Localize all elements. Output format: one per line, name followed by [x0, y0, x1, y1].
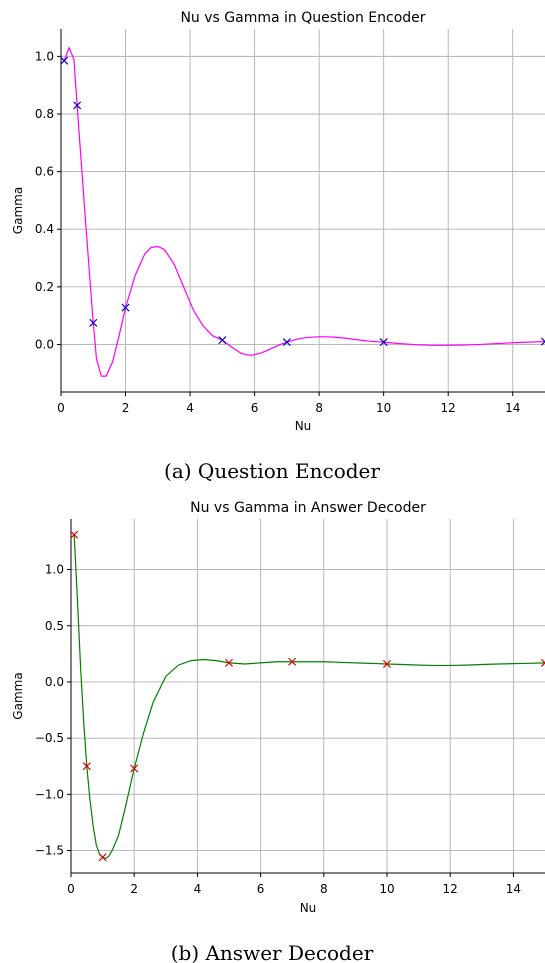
data-point-stroke — [382, 659, 392, 668]
data-point-stroke — [130, 764, 139, 773]
data-point-marker — [73, 101, 82, 110]
x-tick-label: 4 — [186, 401, 194, 415]
y-tick-label: 0.2 — [35, 280, 54, 294]
data-point-marker — [382, 659, 392, 668]
y-axis-label: Gamma — [11, 672, 25, 719]
data-point-stroke — [540, 337, 545, 343]
x-axis-label: Nu — [295, 419, 312, 433]
chart-answer-decoder: 0 2 4 6 8 10 12 14 −1.5 −1.0 −0.5 0.0 0.5 1.0 Nu vs Ga… — [11, 500, 545, 963]
chart-title: Nu vs Gamma in Answer Decoder — [190, 500, 426, 516]
x-tick-label: 14 — [505, 401, 520, 415]
data-point-marker — [224, 658, 234, 667]
series-line — [73, 534, 545, 860]
data-point-stroke — [540, 658, 545, 664]
chart-title: Nu vs Gamma in Question Encoder — [180, 10, 425, 26]
y-tick-label: 0.8 — [35, 107, 54, 121]
x-tick-label: 14 — [506, 882, 521, 896]
data-point-stroke — [224, 658, 234, 667]
y-tick-label: −1.0 — [35, 787, 64, 801]
data-point-stroke — [540, 661, 545, 667]
data-point-stroke — [379, 338, 388, 347]
data-point-marker — [130, 764, 139, 773]
x-tick-label: 0 — [57, 401, 65, 415]
data-point-stroke — [82, 762, 91, 771]
data-point-marker — [218, 336, 227, 345]
data-point-marker — [70, 530, 79, 539]
data-point-marker — [540, 337, 545, 346]
x-tick-label: 4 — [194, 882, 202, 896]
x-tick-label: 2 — [122, 401, 130, 415]
x-tick-label: 8 — [320, 882, 328, 896]
y-tick-label: 0.6 — [35, 165, 54, 179]
data-point-stroke — [73, 101, 82, 110]
x-tick-label: 12 — [443, 882, 458, 896]
data-point-marker — [89, 318, 98, 327]
figure-caption: (a) Question Encoder — [164, 459, 380, 483]
data-point-stroke — [70, 530, 79, 539]
data-point-stroke — [60, 56, 69, 65]
data-point-marker — [98, 853, 107, 862]
figure-caption: (b) Answer Decoder — [171, 941, 374, 963]
x-axis-label: Nu — [300, 901, 317, 915]
y-tick-label: −0.5 — [35, 731, 64, 745]
data-point-marker — [121, 303, 130, 312]
chart-question-encoder: 0 2 4 6 8 10 12 14 0.0 0.2 0.4 0.6 0.8 1.0 Nu vs Gamma… — [11, 10, 545, 483]
x-tick-label: 2 — [130, 882, 138, 896]
x-tick-label: 6 — [257, 882, 265, 896]
data-point-stroke — [98, 853, 107, 862]
data-point-marker — [282, 338, 291, 347]
data-point-stroke — [540, 340, 545, 346]
y-tick-label: −1.5 — [35, 844, 64, 858]
x-tick-label: 10 — [376, 401, 391, 415]
y-tick-label: 0.4 — [35, 222, 54, 236]
data-point-marker — [82, 762, 91, 771]
x-tick-label: 6 — [251, 401, 259, 415]
data-point-stroke — [282, 338, 291, 347]
data-point-stroke — [89, 318, 98, 327]
data-point-stroke — [121, 303, 130, 312]
data-point-marker — [379, 338, 388, 347]
data-point-stroke — [218, 336, 227, 345]
y-axis-label: Gamma — [11, 187, 25, 234]
y-tick-label: 0.0 — [35, 337, 54, 351]
x-tick-label: 8 — [315, 401, 323, 415]
data-point-marker — [288, 657, 297, 666]
y-tick-label: 0.0 — [45, 675, 64, 689]
x-tick-label: 10 — [379, 882, 394, 896]
x-tick-label: 12 — [441, 401, 456, 415]
y-tick-label: 0.5 — [45, 619, 64, 633]
y-tick-label: 1.0 — [35, 49, 54, 63]
x-tick-label: 0 — [67, 882, 75, 896]
data-point-marker — [60, 56, 69, 65]
data-point-marker — [540, 658, 545, 667]
series-line — [63, 46, 545, 377]
data-point-stroke — [288, 657, 297, 666]
y-tick-label: 1.0 — [45, 563, 64, 577]
